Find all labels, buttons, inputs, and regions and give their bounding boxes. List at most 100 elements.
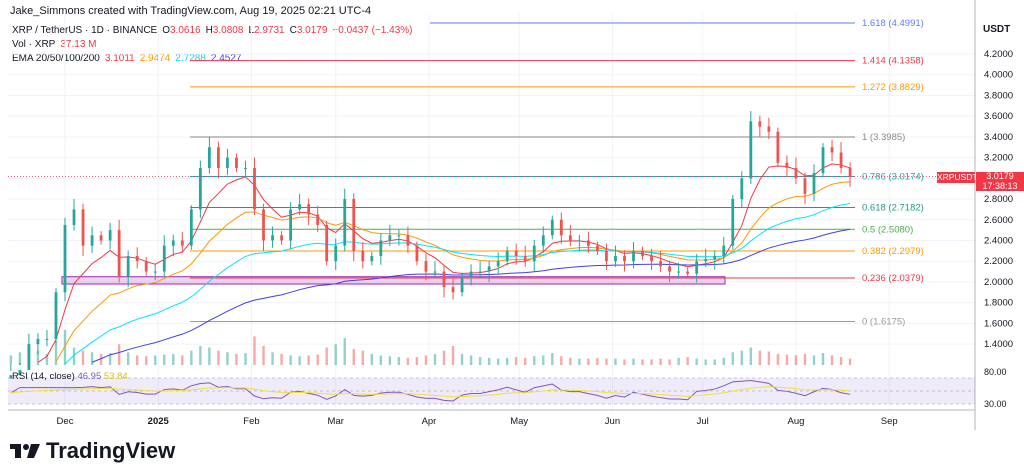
candle-body <box>514 250 518 257</box>
candle-body <box>803 178 807 194</box>
candle-body <box>18 369 22 376</box>
volume-bar <box>451 345 455 365</box>
candle-body <box>108 230 112 241</box>
candle <box>514 243 518 265</box>
volume-bar <box>117 344 121 365</box>
candle-body <box>641 250 644 257</box>
volume-bar <box>749 347 753 365</box>
volume-bar <box>623 359 626 365</box>
symbol-title[interactable]: XRP / TetherUS · 1D · BINANCE <box>12 25 158 36</box>
candle-body <box>695 261 699 274</box>
rsi-label[interactable]: RSI (14, close) <box>12 371 75 382</box>
volume-bar <box>785 354 789 365</box>
candle-body <box>325 224 329 262</box>
candle-body <box>650 256 653 262</box>
candle-body <box>117 230 121 277</box>
candle-body <box>280 235 283 241</box>
candle <box>776 127 780 167</box>
candle <box>63 217 67 302</box>
candle <box>126 250 130 288</box>
volume-bar <box>704 359 707 365</box>
candle-body <box>505 250 509 262</box>
volume-bar <box>794 355 798 365</box>
candle-body <box>668 266 672 272</box>
volume-bar <box>72 347 76 365</box>
ema-label[interactable]: EMA 20/50/100/200 <box>12 53 100 64</box>
candle-body <box>550 219 554 236</box>
y-tick-label: 2.4000 <box>984 235 1013 246</box>
volume-bar <box>614 358 617 365</box>
candle <box>632 242 635 269</box>
volume-bar <box>18 352 22 365</box>
volume-bar <box>9 355 13 365</box>
candle <box>559 212 563 245</box>
candle <box>108 222 112 250</box>
y-tick-label: 3.6000 <box>984 111 1013 122</box>
candle-body <box>704 259 708 262</box>
candle-body <box>433 271 437 273</box>
candle-body <box>352 199 356 251</box>
candle <box>117 219 121 283</box>
volume-value: 37.13 M <box>60 39 97 50</box>
volume-bar <box>280 353 283 365</box>
rsi-axis-label: 80.00 <box>984 367 1007 377</box>
currency-label[interactable]: USDT <box>983 24 1011 35</box>
candle <box>171 234 175 257</box>
volume-bar <box>54 341 58 365</box>
candle-body <box>830 147 834 153</box>
candle <box>830 139 834 162</box>
candle <box>767 117 771 139</box>
volume-bar <box>686 357 689 365</box>
volume-bar <box>397 357 401 365</box>
candle-body <box>496 261 500 267</box>
candle <box>541 226 545 253</box>
y-tick-label: 3.4000 <box>984 132 1013 143</box>
candle-body <box>180 240 184 246</box>
volume-label[interactable]: Vol · XRP <box>12 39 56 50</box>
candle-body <box>99 235 103 241</box>
rsi-ma-line <box>10 386 851 398</box>
volume-bar <box>677 357 680 365</box>
candle-body <box>442 271 446 288</box>
candle-body <box>632 250 635 262</box>
candle-body <box>767 126 771 132</box>
low-value: 2.9731 <box>254 25 285 36</box>
volume-bar <box>45 353 49 365</box>
high-item: H3.0808 <box>206 25 244 36</box>
fib-level-label: 1 (3.3985) <box>862 132 905 143</box>
candle <box>758 115 762 137</box>
volume-bar <box>190 350 193 365</box>
fib-level-label: 0.236 (2.0379) <box>862 273 924 284</box>
candle-body <box>397 235 401 237</box>
candle <box>162 235 166 278</box>
fib-level-label: 0 (1.6175) <box>862 317 905 328</box>
x-tick-label: Apr <box>422 416 437 427</box>
volume-bar <box>551 353 554 365</box>
volume-bar <box>370 353 374 365</box>
y-tick-label: 2.6000 <box>984 215 1013 226</box>
candle-body <box>677 271 681 273</box>
candle-body <box>451 287 455 293</box>
x-tick-label: Jun <box>605 416 620 427</box>
close-item: C3.0179 <box>290 25 328 36</box>
candle-body <box>821 147 825 174</box>
candle-body <box>81 209 85 246</box>
candle <box>478 261 482 278</box>
candle <box>433 261 437 278</box>
tradingview-logo[interactable]: TradingView <box>10 438 175 464</box>
candle-body <box>424 261 428 272</box>
candle <box>794 157 798 185</box>
candle-body <box>244 167 247 169</box>
x-tick-label: Jul <box>697 416 709 427</box>
x-tick-label: Feb <box>243 416 259 427</box>
volume-bar <box>145 356 148 365</box>
ema200-value: 2.4527 <box>210 53 242 64</box>
volume-bar <box>334 344 337 365</box>
y-tick-label: 2.0000 <box>984 277 1013 288</box>
volume-bar <box>433 353 437 365</box>
y-tick-label: 1.6000 <box>984 318 1013 329</box>
candle-body <box>72 209 76 225</box>
candle-body <box>162 245 166 272</box>
candle-body <box>298 204 302 210</box>
